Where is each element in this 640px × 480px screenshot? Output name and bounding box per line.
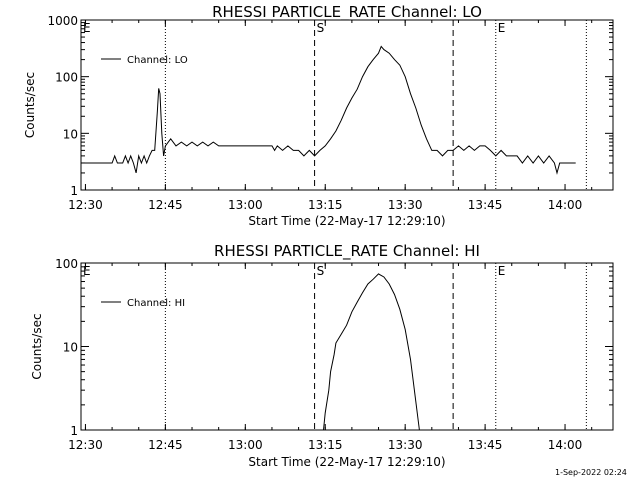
x-tick-label: 12:30: [68, 198, 103, 212]
x-tick-label: 12:30: [68, 438, 103, 452]
y-tick-label: 10: [63, 127, 78, 141]
event-marker-label: E: [83, 264, 91, 278]
x-tick-label: 13:15: [308, 198, 343, 212]
y-tick-label: 100: [55, 71, 78, 85]
y-tick-label: 1: [70, 424, 78, 438]
x-axis-label: Start Time (22-May-17 12:29:10): [248, 455, 445, 469]
y-axis-label: Counts/sec: [23, 72, 37, 138]
event-marker-label: E: [498, 264, 506, 278]
x-tick-label: 12:45: [148, 438, 183, 452]
x-tick-label: 12:45: [148, 198, 183, 212]
x-tick-label: 14:00: [548, 438, 583, 452]
x-tick-label: 13:45: [468, 438, 503, 452]
chart-title: RHESSI PARTICLE_RATE Channel: LO: [212, 3, 482, 22]
x-tick-label: 13:00: [228, 198, 263, 212]
plot-frame: [80, 19, 614, 191]
y-tick-label: 100: [55, 257, 78, 271]
y-tick-label: 10: [63, 341, 78, 355]
y-tick-label: 1: [70, 184, 78, 198]
chart-panel-1: RHESSI PARTICLE_RATE Channel: LO 12:30 12:…: [23, 3, 614, 228]
x-tick-label: 13:15: [308, 438, 343, 452]
x-tick-label: 13:30: [388, 198, 423, 212]
x-axis-label: Start Time (22-May-17 12:29:10): [248, 214, 445, 228]
chart-panel-2: RHESSI PARTICLE_RATE Channel: HI 12:30 12:…: [30, 242, 614, 469]
event-marker-label: S: [317, 264, 325, 278]
legend-label: Channel: LO: [127, 55, 188, 66]
footer-timestamp: 1-Sep-2022 02:24: [555, 468, 627, 477]
x-tick-label: 13:45: [468, 198, 503, 212]
x-tick-label: 14:00: [548, 198, 583, 212]
y-tick-label: 1000: [47, 14, 78, 28]
series-line: [323, 273, 420, 431]
x-tick-label: 13:30: [388, 438, 423, 452]
chart-title: RHESSI PARTICLE_RATE Channel: HI: [214, 242, 480, 261]
event-marker-label: S: [317, 21, 325, 35]
plot-frame: [80, 262, 614, 431]
event-marker-label: E: [498, 21, 506, 35]
x-tick-label: 13:00: [228, 438, 263, 452]
series-line: [81, 45, 576, 175]
y-axis-label: Counts/sec: [30, 313, 44, 379]
event-marker-label: E: [83, 21, 91, 35]
legend-label: Channel: HI: [127, 298, 185, 309]
